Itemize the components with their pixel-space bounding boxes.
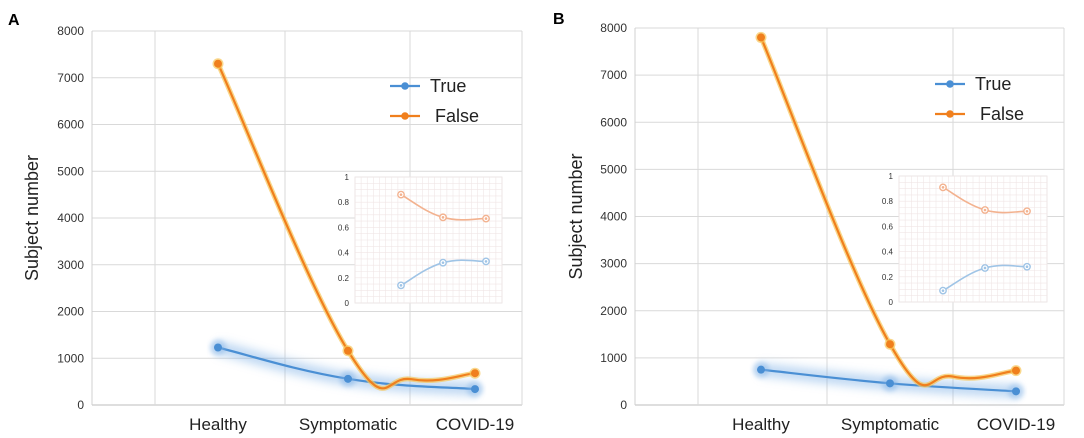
series-line: [216, 63, 476, 390]
inset-y-tick-label: 0: [889, 298, 894, 307]
series-line: [759, 36, 1017, 387]
inset-y-tick-label: 0.6: [882, 222, 894, 231]
data-point: [344, 374, 352, 383]
inset-y-tick-label: 0.4: [338, 249, 350, 258]
y-tick-label: 6000: [57, 118, 84, 132]
data-point: [886, 340, 894, 349]
inset-data-point-core: [441, 261, 445, 264]
data-point: [214, 343, 222, 352]
data-point: [757, 33, 765, 42]
x-tick-label: COVID-19: [977, 415, 1055, 434]
inset-data-point-core: [484, 217, 488, 220]
y-tick-label: 7000: [57, 71, 84, 85]
data-point: [214, 59, 222, 68]
y-tick-label: 8000: [57, 24, 84, 38]
inset-y-tick-label: 0.2: [882, 273, 894, 282]
y-tick-label: 0: [620, 398, 627, 412]
data-point: [344, 346, 352, 355]
panel-b: B 0 1000 2000 3000 4000 5000 6000 7000 8000 Subjec…: [553, 11, 1065, 434]
data-point: [471, 385, 479, 394]
data-point: [1012, 366, 1020, 375]
inset-y-tick-label: 0.8: [882, 197, 894, 206]
data-point: [757, 365, 765, 374]
legend-swatch-marker: [401, 82, 409, 90]
y-tick-label: 4000: [57, 211, 84, 225]
inset-data-point-core: [983, 266, 987, 270]
y-tick-label: 7000: [600, 68, 627, 82]
y-tick-label: 2000: [57, 305, 84, 319]
legend-swatch-marker: [946, 80, 954, 88]
data-point: [1012, 387, 1020, 396]
y-axis-label: Subject number: [22, 155, 42, 281]
x-tick-label: Healthy: [189, 415, 247, 434]
inset-y-tick-label: 0.8: [338, 198, 350, 207]
y-tick-label: 3000: [600, 257, 627, 271]
x-tick-label: Symptomatic: [299, 415, 398, 434]
y-tick-label: 5000: [600, 162, 627, 176]
y-tick-label: 6000: [600, 115, 627, 129]
inset-data-point-core: [1025, 209, 1029, 213]
legend-label: False: [435, 106, 479, 126]
y-tick-label: 5000: [57, 164, 84, 178]
y-tick-label: 4000: [600, 210, 627, 224]
inset-data-point-core: [399, 193, 403, 196]
legend-swatch-marker: [946, 110, 954, 118]
legend: True False: [935, 74, 1024, 124]
inset-data-point-core: [1025, 265, 1029, 269]
data-point: [471, 369, 479, 378]
inset-y-tick-label: 0.4: [882, 248, 894, 257]
inset-data-point-core: [484, 260, 488, 263]
legend-swatch-marker: [401, 112, 409, 120]
y-tick-label: 0: [77, 398, 84, 412]
panel-a: A 0 1000 2000 3000 4000 5000 6000 7000 8000 Subjec…: [8, 12, 523, 434]
panel-label: B: [553, 11, 565, 28]
legend-label: True: [430, 76, 466, 96]
inset-y-tick-label: 0.6: [338, 223, 350, 232]
inset-y-tick-label: 1: [889, 172, 894, 181]
inset-data-point-core: [441, 216, 445, 219]
y-tick-label: 2000: [600, 304, 627, 318]
x-tick-label: Symptomatic: [841, 415, 940, 434]
inset-data-point-core: [941, 289, 945, 292]
inset-data-point-core: [941, 186, 945, 189]
inset-y-tick-label: 0.2: [338, 274, 350, 283]
inset-y-tick-label: 1: [345, 173, 350, 182]
data-point: [886, 379, 894, 388]
legend: True False: [390, 76, 479, 126]
legend-label: True: [975, 74, 1011, 94]
inset-data-point-core: [983, 208, 987, 212]
x-tick-label: COVID-19: [436, 415, 514, 434]
inset-data-point-core: [399, 284, 403, 287]
legend-label: False: [980, 104, 1024, 124]
y-tick-label: 1000: [57, 351, 84, 365]
y-tick-label: 8000: [600, 21, 627, 35]
panel-label: A: [8, 12, 20, 29]
inset-y-tick-label: 0: [345, 299, 350, 308]
y-tick-label: 3000: [57, 258, 84, 272]
y-axis-label: Subject number: [566, 153, 586, 279]
x-tick-label: Healthy: [732, 415, 790, 434]
y-tick-label: 1000: [600, 351, 627, 365]
